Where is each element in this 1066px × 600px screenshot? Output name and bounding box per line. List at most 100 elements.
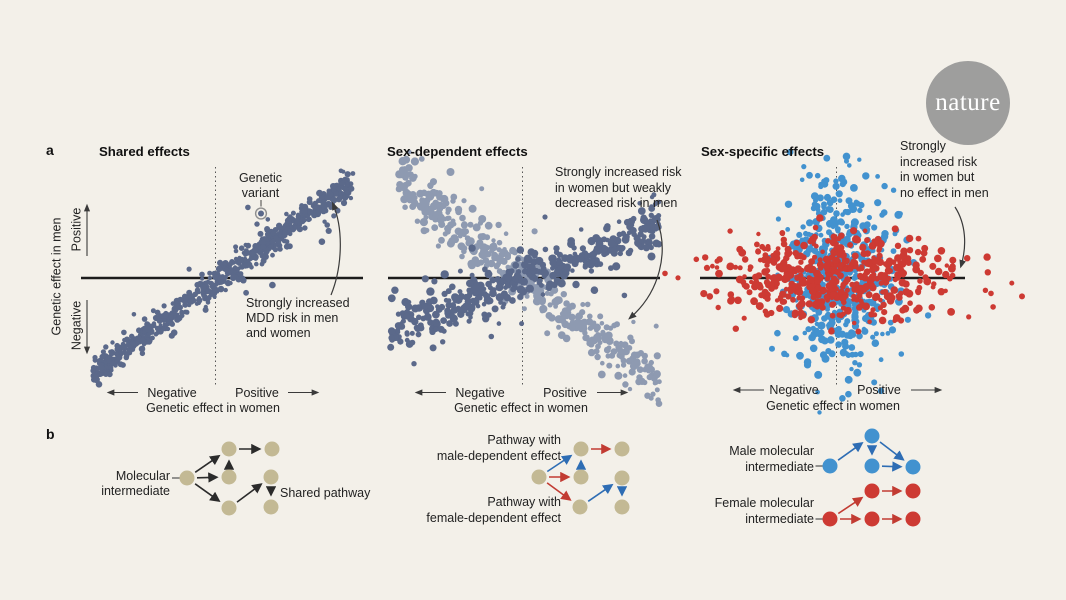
scatter-shared-effects (90, 168, 356, 388)
scatter-dot (459, 253, 465, 260)
scatter-dot (427, 319, 434, 326)
scatter-dot (964, 255, 971, 262)
scatter-dot (801, 164, 807, 170)
scatter-dot (630, 227, 637, 234)
scatter-dot (496, 239, 503, 246)
scatter-dot (934, 254, 942, 263)
scatter-dot (654, 387, 660, 393)
scatter-dot (400, 195, 409, 204)
scatter-dot (868, 282, 876, 289)
scatter-dot (320, 199, 327, 206)
scatter-dot (818, 329, 825, 336)
scatter-dot (812, 224, 819, 231)
scatter-dot (799, 177, 805, 183)
scatter-dot (830, 224, 836, 230)
shared-pathway-network-node (179, 470, 195, 486)
scatter-dot (117, 361, 124, 368)
scatter-dot (170, 301, 176, 306)
scatter-dot (444, 224, 452, 233)
scatter-dot (726, 264, 733, 270)
scatter-dot (852, 351, 859, 358)
scatter-dot (944, 263, 949, 268)
scatter-dot (840, 284, 846, 290)
scatter-dot (833, 210, 840, 217)
male-specific-pathway-network-node (905, 459, 921, 475)
scatter-dot (290, 210, 296, 216)
scatter-dot (775, 216, 782, 222)
scatter-dot (675, 275, 681, 281)
scatter-dot (652, 201, 658, 207)
scatter-dot (542, 214, 548, 220)
scatter-dot (875, 174, 880, 179)
scatter-dot (774, 298, 780, 303)
scatter-dot (491, 238, 496, 243)
scatter-dot (100, 349, 106, 355)
scatter-dot (823, 193, 832, 202)
scatter-dot (546, 280, 555, 289)
scatter-dot (398, 323, 406, 330)
scatter-dot (662, 270, 668, 277)
scatter-dot (233, 244, 239, 250)
scatter-dot (627, 247, 634, 254)
scatter-dot (862, 172, 870, 180)
scatter-dot (455, 208, 462, 216)
scatter-dot (1009, 280, 1015, 286)
scatter-dot (862, 272, 868, 278)
scatter-dot (417, 322, 424, 329)
scatter-dot (621, 292, 628, 299)
scatter-dot (641, 234, 647, 240)
scatter-dot (449, 312, 456, 319)
female-specific-pathway-network-node (822, 511, 838, 527)
scatter-dot (560, 271, 568, 280)
scatter-dot (840, 249, 846, 254)
scatter-dot (154, 325, 161, 332)
scatter-dot (852, 235, 860, 244)
scatter-dot (514, 272, 521, 279)
scatter-dot (554, 267, 562, 275)
scatter-dot (165, 326, 171, 332)
scatter-dot (568, 242, 574, 248)
scatter-dot (495, 293, 505, 302)
scatter-dot (395, 311, 401, 317)
female-specific-pathway-network-node (864, 511, 880, 527)
scatter-dot (278, 233, 283, 238)
scatter-dot (442, 231, 448, 237)
scatter-dot (913, 306, 921, 314)
scatter-dot (990, 304, 996, 310)
scatter-dot (949, 256, 957, 264)
scatter-dot (835, 325, 842, 333)
scatter-dot (853, 199, 859, 205)
sex-dependent-pathway-network-edge (546, 482, 572, 501)
scatter-dot (894, 210, 903, 219)
scatter-dot (419, 218, 428, 227)
scatter-dot (400, 183, 408, 192)
scatter-dot (782, 306, 791, 314)
scatter-dot (816, 300, 824, 307)
scatter-dot (642, 244, 650, 252)
scatter-dot (150, 335, 155, 341)
scatter-dot (233, 248, 239, 254)
scatter-dot (866, 214, 873, 221)
scatter-dot (872, 292, 881, 301)
scatter-dot (851, 312, 859, 320)
scatter-dot (830, 196, 838, 203)
scatter-dot (572, 280, 580, 289)
scatter-dot (630, 215, 637, 222)
scatter-dot (848, 344, 856, 351)
scatter-dot (840, 178, 848, 186)
scatter-dot (586, 338, 593, 345)
scatter-dot (733, 264, 739, 270)
scatter-dot (878, 316, 887, 325)
scatter-dot (201, 293, 208, 299)
scatter-dot (805, 264, 814, 272)
scatter-dot (519, 321, 525, 327)
scatter-dot (489, 277, 496, 284)
scatter-dot (205, 288, 212, 294)
scatter-dot (628, 358, 634, 363)
scatter-dot (407, 149, 412, 155)
scatter-dot (890, 286, 899, 294)
scatter-dot (917, 278, 923, 284)
scatter-dot (211, 286, 218, 293)
scatter-dot (821, 337, 829, 345)
scatter-dot (597, 370, 606, 379)
